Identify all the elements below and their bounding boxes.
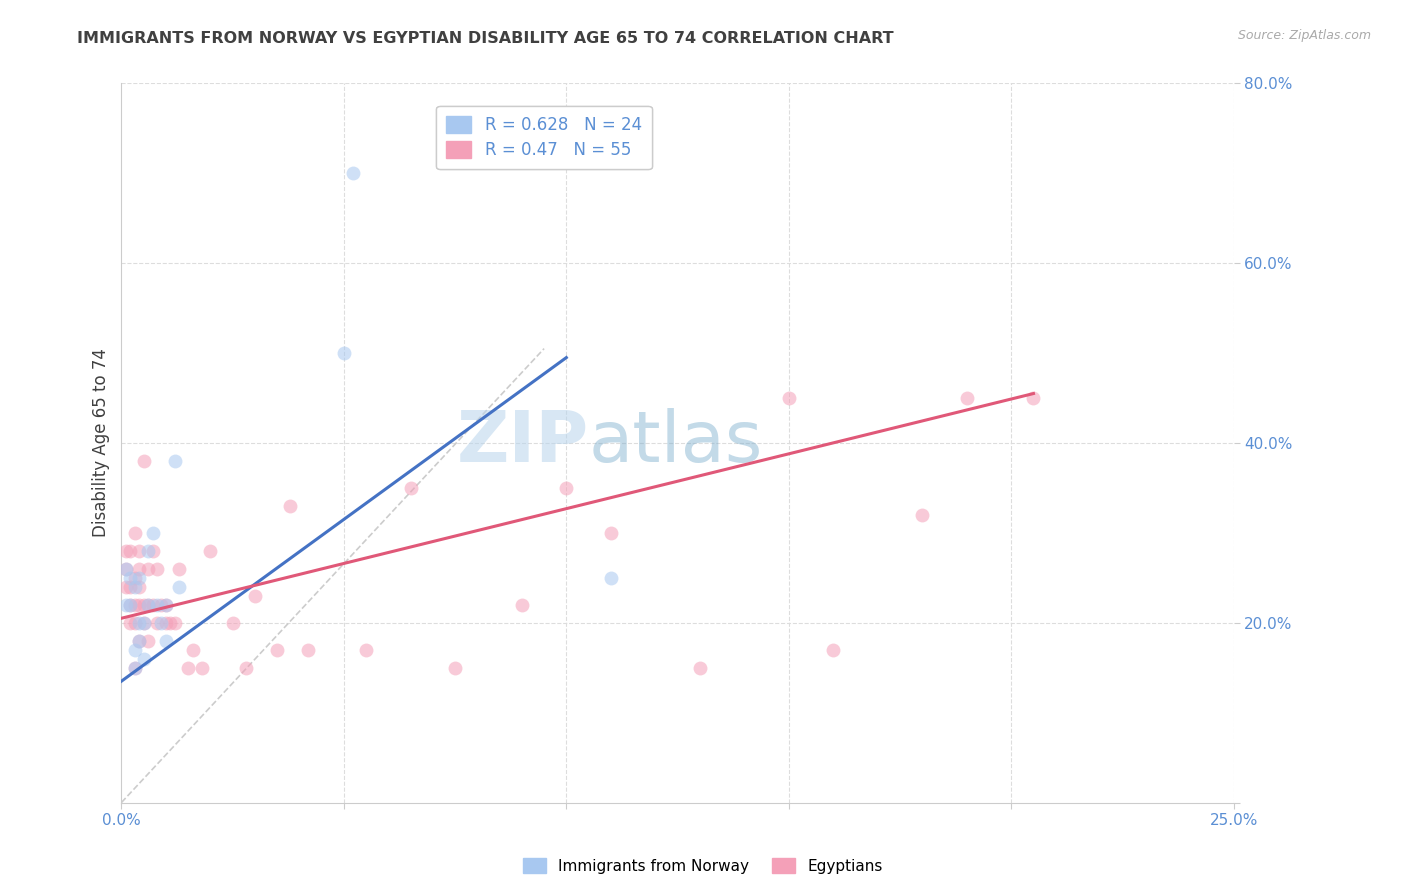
Legend: R = 0.628   N = 24, R = 0.47   N = 55: R = 0.628 N = 24, R = 0.47 N = 55 [436,106,652,169]
Point [136,544,159,558]
Point [399,481,422,495]
Point [956,391,979,405]
Point [128,544,150,558]
Point [159,615,181,630]
Text: atlas: atlas [589,409,763,477]
Point [235,661,257,675]
Point [599,571,621,585]
Point [280,499,302,513]
Point [132,454,155,468]
Point [354,642,377,657]
Point [115,544,138,558]
Point [120,615,142,630]
Point [142,525,165,540]
Point [342,166,364,180]
Point [243,589,266,603]
Point [155,598,177,612]
Point [124,598,146,612]
Point [115,562,138,576]
Point [163,615,186,630]
Point [510,598,533,612]
Text: Source: ZipAtlas.com: Source: ZipAtlas.com [1237,29,1371,42]
Point [128,580,150,594]
Point [599,525,621,540]
Point [136,562,159,576]
Point [120,598,142,612]
Point [155,633,177,648]
Point [155,598,177,612]
Point [169,580,191,594]
Point [128,633,150,648]
Point [221,615,243,630]
Point [190,661,212,675]
Point [555,481,578,495]
Point [124,661,146,675]
Point [142,598,165,612]
Point [124,642,146,657]
Point [132,598,155,612]
Point [124,580,146,594]
Point [155,615,177,630]
Point [333,346,356,360]
Point [823,642,845,657]
Point [200,544,222,558]
Point [120,571,142,585]
Point [911,508,934,522]
Point [132,651,155,665]
Text: ZIP: ZIP [457,409,589,477]
Point [128,571,150,585]
Text: IMMIGRANTS FROM NORWAY VS EGYPTIAN DISABILITY AGE 65 TO 74 CORRELATION CHART: IMMIGRANTS FROM NORWAY VS EGYPTIAN DISAB… [77,31,894,46]
Point [120,544,142,558]
Point [115,598,138,612]
Point [124,661,146,675]
Point [136,598,159,612]
Point [132,615,155,630]
Point [136,633,159,648]
Point [297,642,319,657]
Point [124,571,146,585]
Point [150,615,173,630]
Point [124,525,146,540]
Point [115,580,138,594]
Point [778,391,800,405]
Y-axis label: Disability Age 65 to 74: Disability Age 65 to 74 [93,349,110,537]
Point [1022,391,1045,405]
Point [169,562,191,576]
Point [444,661,467,675]
Point [146,598,169,612]
Legend: Immigrants from Norway, Egyptians: Immigrants from Norway, Egyptians [517,852,889,880]
Point [128,633,150,648]
Point [132,615,155,630]
Point [142,544,165,558]
Point [689,661,711,675]
Point [177,661,200,675]
Point [120,580,142,594]
Point [146,615,169,630]
Point [163,454,186,468]
Point [136,598,159,612]
Point [266,642,288,657]
Point [181,642,204,657]
Point [128,598,150,612]
Point [120,598,142,612]
Point [146,562,169,576]
Point [128,615,150,630]
Point [150,598,173,612]
Point [124,615,146,630]
Point [128,562,150,576]
Point [115,562,138,576]
